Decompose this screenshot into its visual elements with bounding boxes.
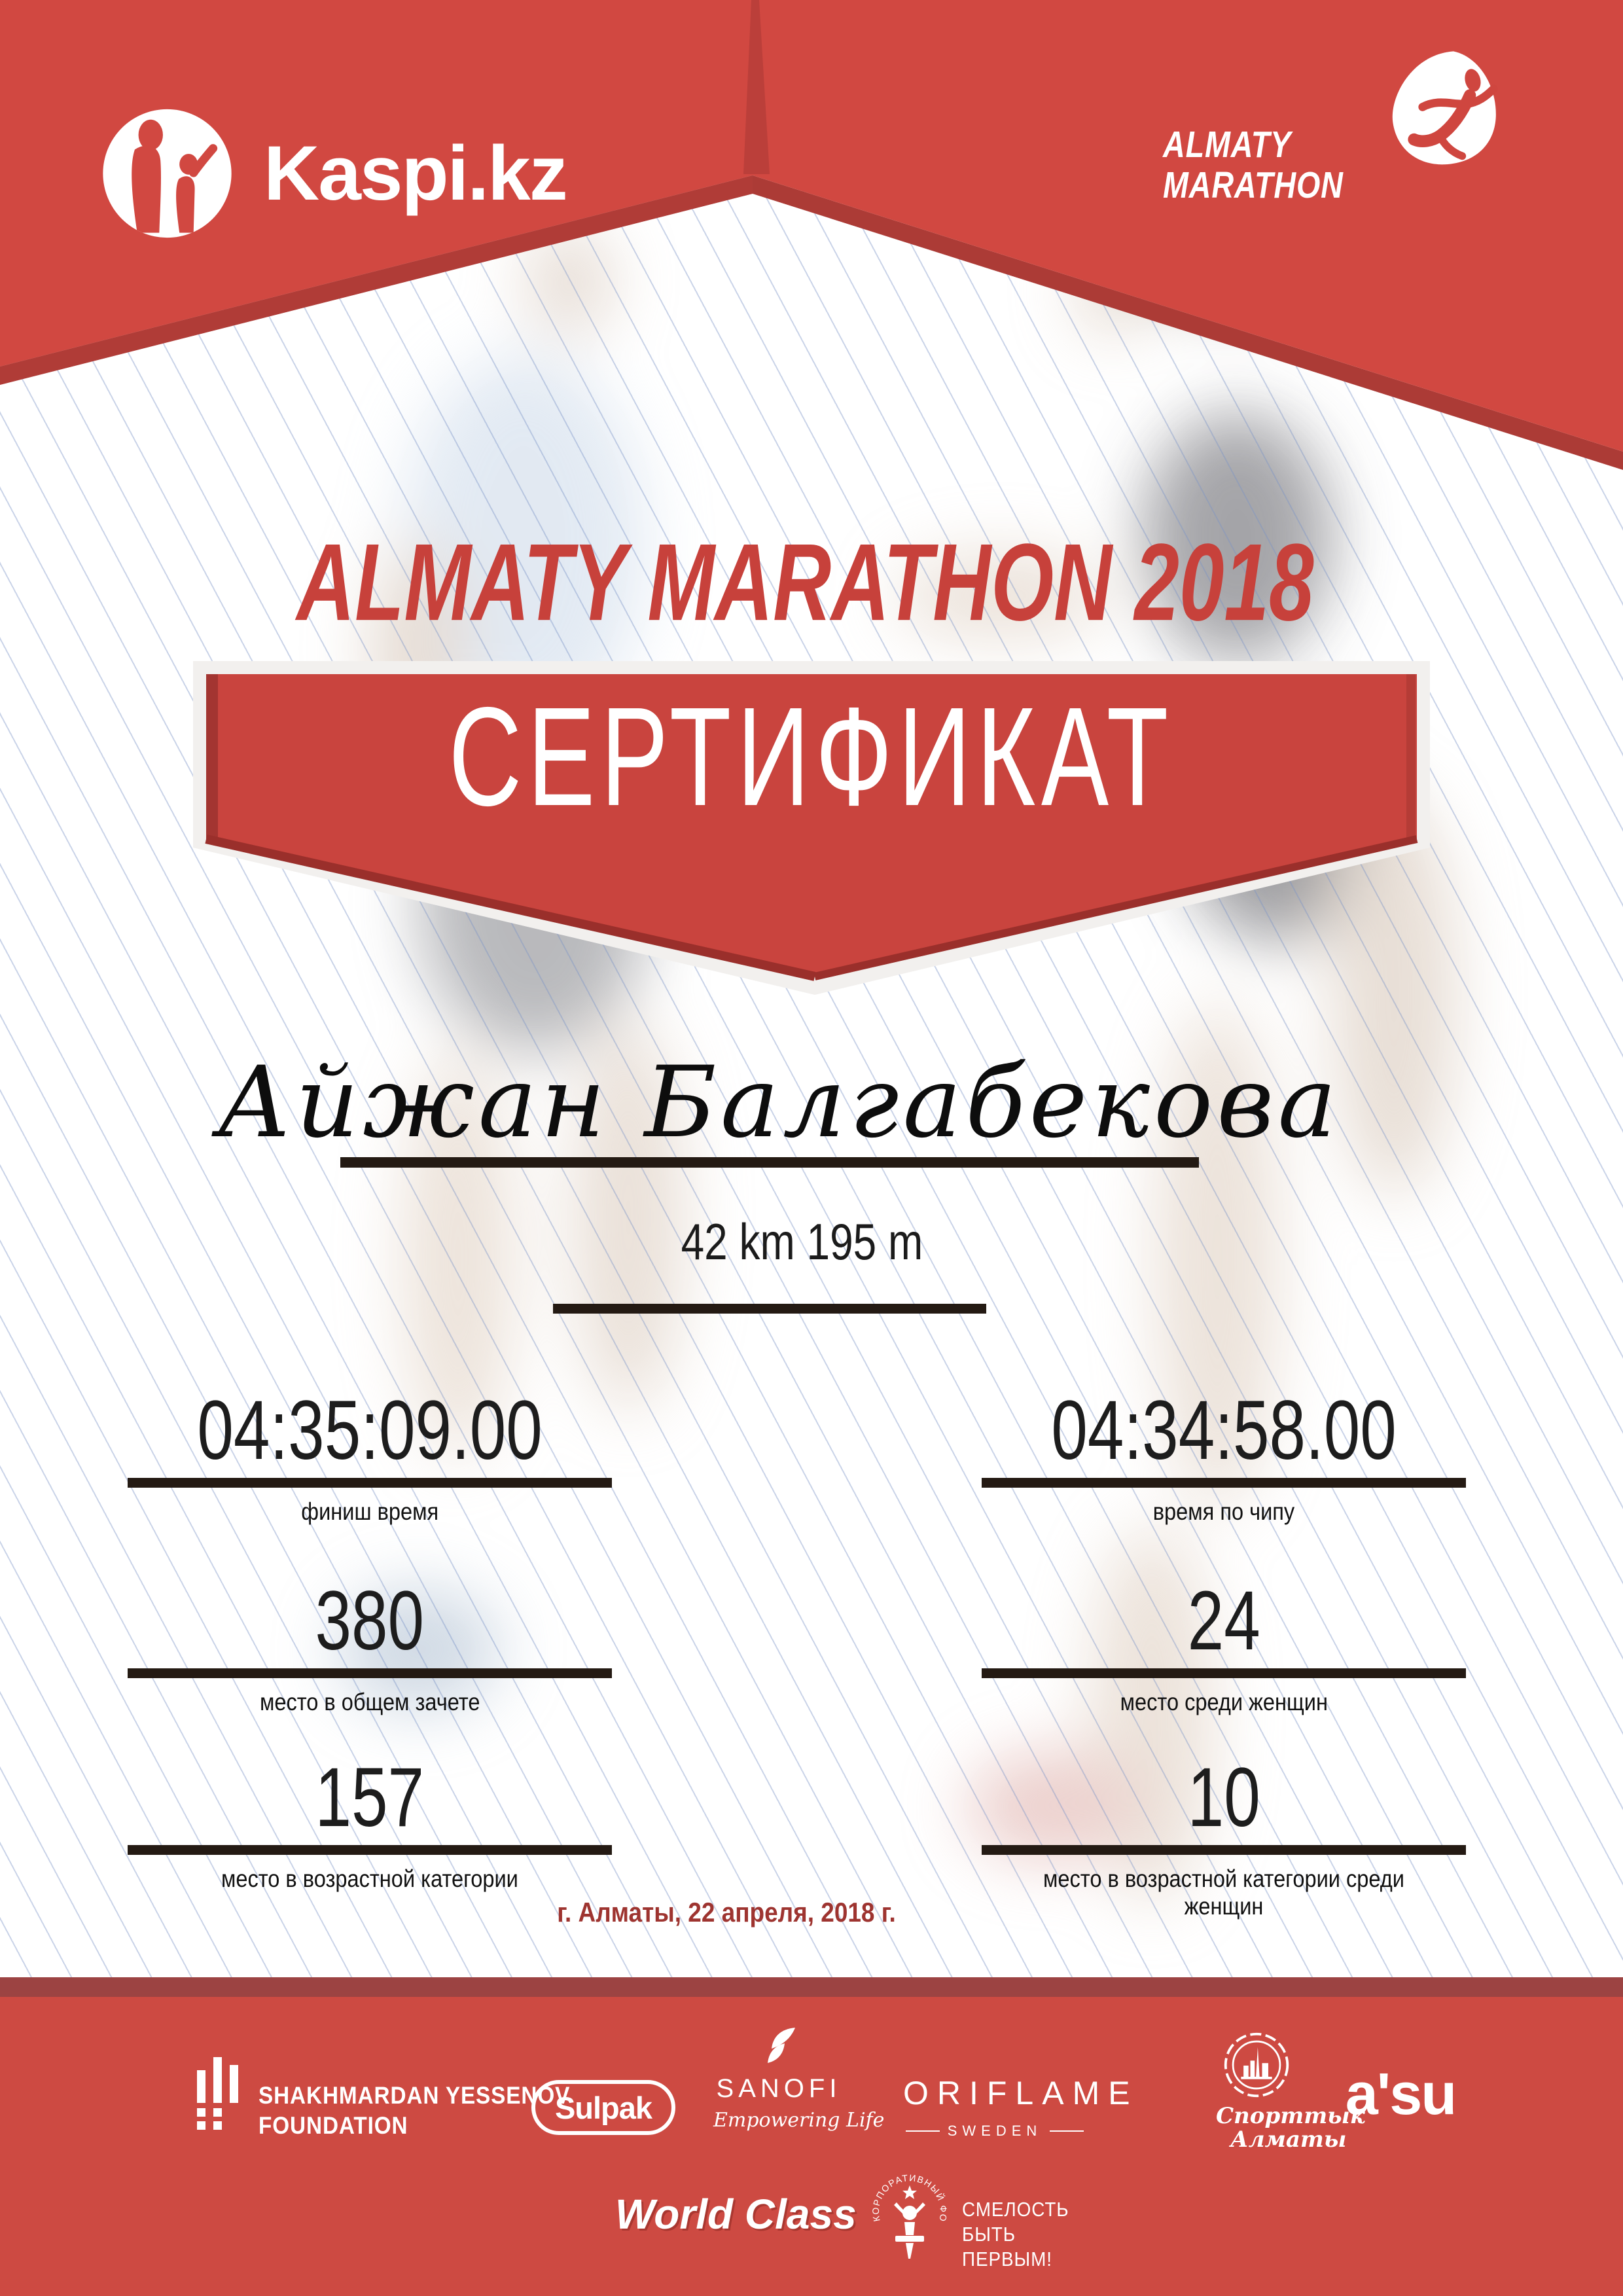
yessenov-line1: SHAKHMARDAN YESSENOV [259, 2082, 571, 2109]
stat-value: 04:34:58.00 [1051, 1384, 1397, 1477]
stat-label: место среди женщин [1120, 1689, 1328, 1715]
kaspi-logo: Kaspi.kz [97, 98, 568, 249]
fund-slogan: СМЕЛОСТЬ БЫТЬ ПЕРВЫМ! [962, 2197, 1081, 2272]
world-class-logo-text: World Class [615, 2191, 857, 2238]
sanofi-logo: SANOFI Empowering Life [713, 2026, 885, 2132]
world-class-logo: World Class [615, 2190, 857, 2238]
name-underline [340, 1157, 1199, 1168]
corporate-fund-logo: КОРПОРАТИВНЫЙ ФОНД СМЕЛОСТЬ БЫТЬ ПЕРВЫМ! [870, 2168, 1081, 2272]
stat-value: 24 [1187, 1574, 1260, 1668]
footer-accent-strip [0, 1977, 1623, 1997]
kaspi-logo-text: Kaspi.kz [264, 130, 568, 217]
stat-value: 380 [315, 1574, 425, 1668]
stat-value: 157 [315, 1751, 425, 1844]
distance-underline [553, 1304, 986, 1314]
stat-overall-place: 380 место в общем зачете [128, 1579, 612, 1716]
fund-slogan-line3: ПЕРВЫМ! [962, 2248, 1052, 2270]
oriflame-logo-text: ORIFLAME [903, 2075, 1139, 2111]
bars-grid-icon [197, 2057, 238, 2130]
oriflame-sub-text: SWEDEN [947, 2123, 1043, 2139]
event-title: ALMATY MARATHON 2018 [296, 521, 1314, 644]
certificate-label: СЕРТИФИКАТ [448, 677, 1175, 835]
family-figures-icon [103, 109, 232, 238]
almaty-marathon-logo: ALMATY MARATHON [1163, 47, 1508, 206]
am-logo-line2: MARATHON [1162, 164, 1344, 206]
yessenov-line2: FOUNDATION [259, 2112, 408, 2139]
event-date: г. Алматы, 22 апреля, 2018 г. [557, 1897, 896, 1928]
sport-almaty-logo: Спорттык Алматы [1216, 2031, 1365, 2153]
stat-underline [128, 1478, 612, 1488]
stat-label: место в возрастной категории [221, 1865, 518, 1892]
stat-value: 10 [1187, 1751, 1260, 1844]
yessenov-foundation-logo: SHAKHMARDAN YESSENOV FOUNDATION [259, 2081, 605, 2141]
oriflame-rule-right [1050, 2130, 1084, 2132]
victory-figure-icon: КОРПОРАТИВНЫЙ ФОНД [870, 2168, 948, 2259]
recipient-name: Айжан Балгабекова [217, 1046, 1340, 1160]
stat-age-category-place: 157 место в возрастной категории [128, 1756, 612, 1893]
stat-label: место в возрастной категории среди женщи… [1043, 1865, 1404, 1920]
runner-pick-icon [1392, 51, 1498, 165]
stat-chip-time: 04:34:58.00 время по чипу [982, 1389, 1466, 1526]
distance-value: 42 km 195 m [681, 1213, 923, 1270]
asu-logo-text: a'su [1345, 2062, 1457, 2127]
stat-label: финиш время [301, 1498, 438, 1525]
sport-almaty-line2: Алматы [1230, 2126, 1347, 2153]
stat-label: время по чипу [1152, 1498, 1295, 1525]
bird-swoosh-icon [768, 2028, 795, 2063]
stat-finish-time: 04:35:09.00 финиш время [128, 1389, 612, 1526]
stat-women-place: 24 место среди женщин [982, 1579, 1466, 1716]
stat-label: место в общем зачете [259, 1689, 480, 1715]
city-emblem-icon [1224, 2032, 1289, 2098]
stat-age-category-women-place: 10 место в возрастной категории среди же… [982, 1756, 1466, 1920]
oriflame-rule-left [905, 2130, 940, 2132]
sport-almaty-line1: Спорттык [1216, 2103, 1365, 2129]
almaty-marathon-logo-text: ALMATY MARATHON [1163, 124, 1383, 206]
stat-underline [982, 1668, 1466, 1678]
fund-slogan-line1: СМЕЛОСТЬ [962, 2198, 1069, 2221]
header-banner [0, 0, 1623, 470]
am-logo-line1: ALMATY [1162, 124, 1291, 166]
stat-underline [982, 1845, 1466, 1855]
sulpak-logo-text: Sulpak [554, 2090, 652, 2125]
sulpak-logo: Sulpak [531, 2080, 675, 2135]
oriflame-logo: ORIFLAME SWEDEN [903, 2074, 1139, 2140]
fund-slogan-line2: БЫТЬ [962, 2223, 1016, 2246]
sponsors-footer: SHAKHMARDAN YESSENOV FOUNDATION Sulpak S… [0, 1997, 1623, 2296]
sanofi-tagline: Empowering Life [713, 2109, 885, 2132]
stat-underline [982, 1478, 1466, 1488]
stat-value: 04:35:09.00 [197, 1384, 543, 1477]
certificate-ribbon [193, 661, 1430, 995]
asu-logo: a'su [1342, 2061, 1459, 2128]
stat-underline [128, 1668, 612, 1678]
stat-underline [128, 1845, 612, 1855]
sanofi-logo-text: SANOFI [716, 2074, 842, 2103]
